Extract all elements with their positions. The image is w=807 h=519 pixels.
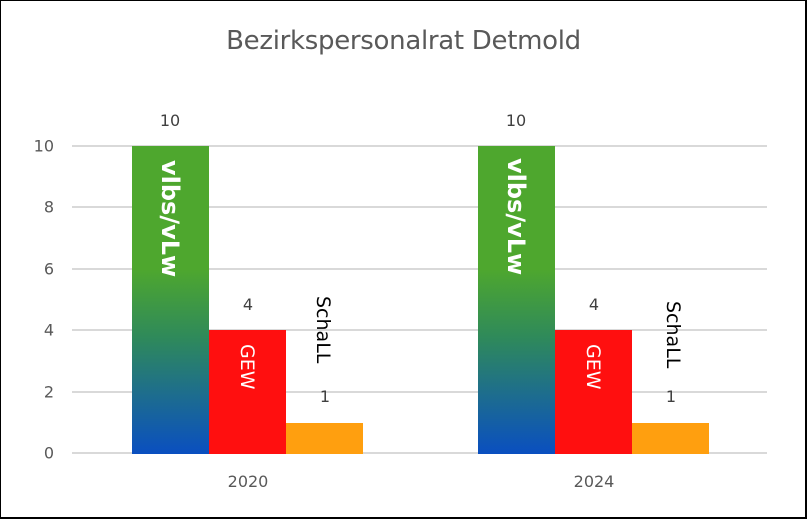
x-category-label: 2020 bbox=[227, 472, 269, 491]
data-label: 10 bbox=[159, 111, 181, 130]
y-tick-label: 2 bbox=[43, 382, 54, 402]
gridline-8 bbox=[72, 206, 767, 208]
gridline-10 bbox=[72, 145, 767, 147]
gridline-0 bbox=[72, 452, 767, 454]
data-label: 1 bbox=[665, 387, 677, 406]
bar-gew-2020: GEW bbox=[209, 330, 286, 454]
bar-series-label: SchaLL bbox=[312, 296, 334, 364]
gridline-6 bbox=[72, 268, 767, 270]
data-label: 10 bbox=[505, 111, 527, 130]
gridline-2 bbox=[72, 391, 767, 393]
bar-vlbs-2024: vlbs/vLw bbox=[478, 146, 555, 454]
data-label: 4 bbox=[588, 295, 600, 314]
plot-area: 10 8 6 4 2 0 vlbs/vLw 10 GEW 4 SchaLL 1 … bbox=[34, 111, 767, 463]
bar-gew-2024: GEW bbox=[555, 330, 632, 454]
chart-title: Bezirkspersonalrat Detmold bbox=[226, 26, 581, 56]
y-tick-label: 8 bbox=[43, 197, 54, 217]
y-tick-label: 6 bbox=[43, 259, 54, 279]
bar-series-label: GEW bbox=[582, 344, 604, 390]
bar-series-label: vlbs/vLw bbox=[502, 158, 530, 276]
x-category-label: 2024 bbox=[573, 472, 615, 491]
gridline-4 bbox=[72, 329, 767, 331]
data-label: 1 bbox=[319, 387, 331, 406]
bar-series-label: vlbs/vLw bbox=[156, 160, 184, 278]
data-label: 4 bbox=[242, 295, 254, 314]
bar-vlbs-2020: vlbs/vLw bbox=[132, 146, 209, 454]
y-tick-label: 10 bbox=[33, 136, 54, 156]
bar-schall-2020 bbox=[286, 423, 363, 454]
y-tick-label: 4 bbox=[43, 320, 54, 340]
bar-schall-2024 bbox=[632, 423, 709, 454]
bar-series-label: GEW bbox=[236, 344, 258, 390]
bar-series-label: SchaLL bbox=[662, 301, 684, 369]
y-tick-label: 0 bbox=[43, 443, 54, 463]
